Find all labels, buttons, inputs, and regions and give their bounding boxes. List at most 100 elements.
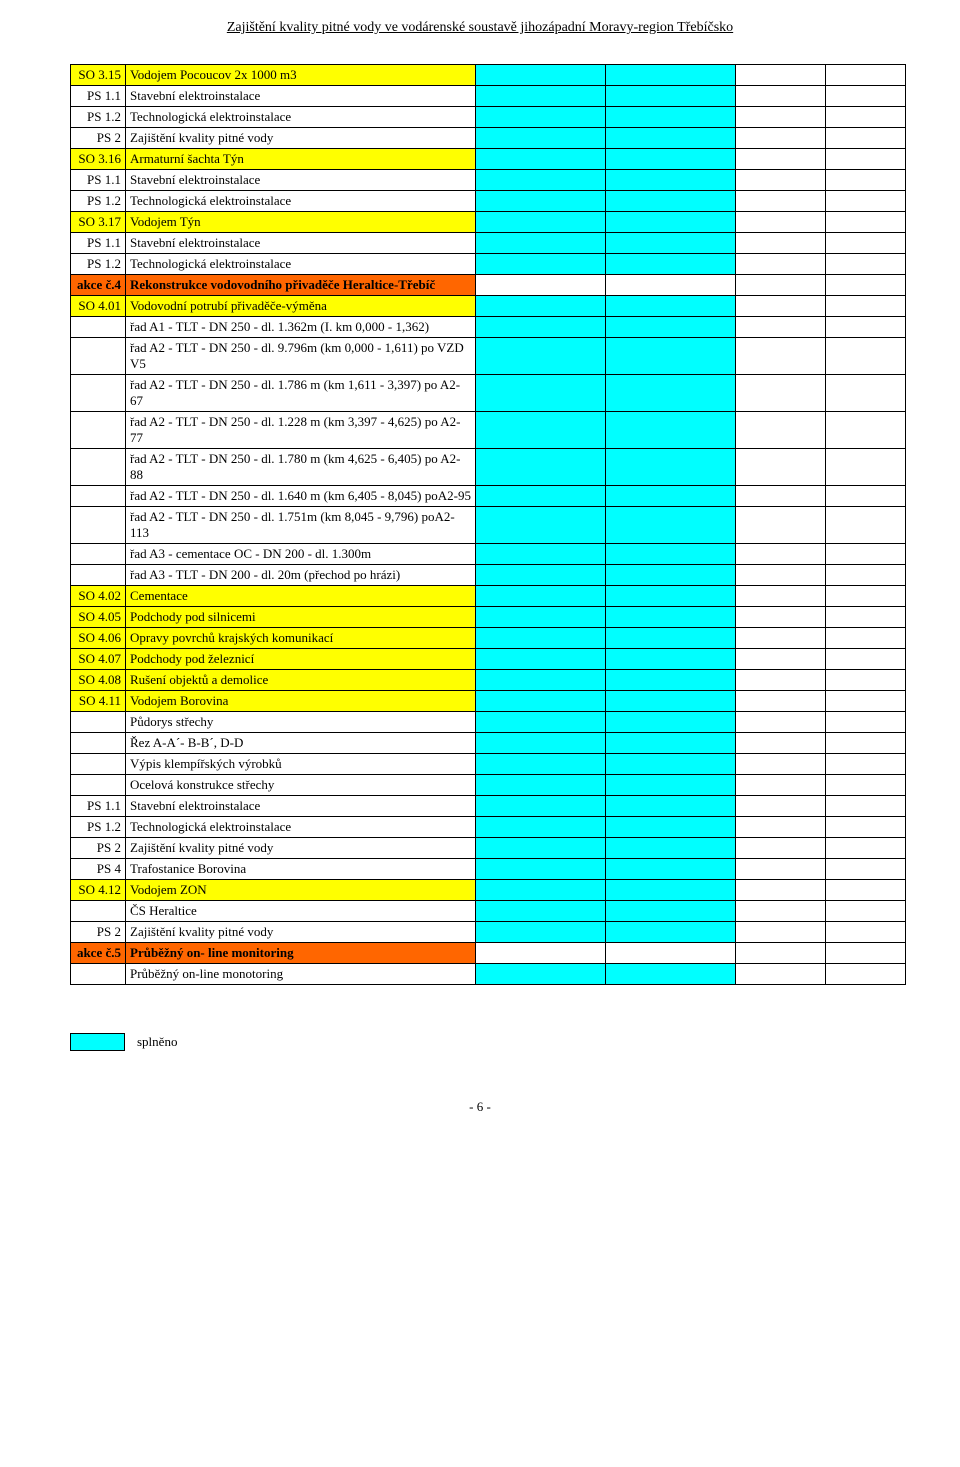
row-mark	[736, 817, 826, 838]
row-mark	[606, 607, 736, 628]
table-row: ČS Heraltice	[71, 901, 906, 922]
row-text: řad A3 - cementace OC - DN 200 - dl. 1.3…	[126, 544, 476, 565]
row-text: Zajištění kvality pitné vody	[126, 128, 476, 149]
row-mark	[476, 449, 606, 486]
row-mark	[606, 565, 736, 586]
row-mark	[476, 149, 606, 170]
row-text: Technologická elektroinstalace	[126, 191, 476, 212]
row-text: Vodojem Týn	[126, 212, 476, 233]
row-mark	[736, 296, 826, 317]
table-row: Půdorys střechy	[71, 712, 906, 733]
row-mark	[606, 691, 736, 712]
row-text: Cementace	[126, 586, 476, 607]
row-text: řad A2 - TLT - DN 250 - dl. 1.786 m (km …	[126, 375, 476, 412]
row-text: Technologická elektroinstalace	[126, 107, 476, 128]
row-mark	[736, 128, 826, 149]
row-mark	[826, 733, 906, 754]
row-text: řad A1 - TLT - DN 250 - dl. 1.362m (I. k…	[126, 317, 476, 338]
row-code: SO 4.01	[71, 296, 126, 317]
table-row: PS 4Trafostanice Borovina	[71, 859, 906, 880]
table-row: PS 1.2Technologická elektroinstalace	[71, 254, 906, 275]
row-mark	[476, 901, 606, 922]
row-mark	[736, 317, 826, 338]
row-mark	[476, 107, 606, 128]
row-text: ČS Heraltice	[126, 901, 476, 922]
table-row: PS 2Zajištění kvality pitné vody	[71, 838, 906, 859]
row-mark	[476, 922, 606, 943]
row-mark	[736, 170, 826, 191]
row-mark	[606, 296, 736, 317]
row-text: Trafostanice Borovina	[126, 859, 476, 880]
row-mark	[476, 565, 606, 586]
row-mark	[476, 943, 606, 964]
row-mark	[476, 607, 606, 628]
row-mark	[606, 796, 736, 817]
row-mark	[736, 922, 826, 943]
table-row: PS 1.2Technologická elektroinstalace	[71, 191, 906, 212]
row-code: SO 4.12	[71, 880, 126, 901]
row-mark	[736, 754, 826, 775]
content-table: SO 3.15Vodojem Pocoucov 2x 1000 m3 PS 1.…	[70, 64, 906, 985]
row-mark	[826, 691, 906, 712]
table-row: SO 4.12Vodojem ZON	[71, 880, 906, 901]
row-mark	[606, 544, 736, 565]
row-text: řad A2 - TLT - DN 250 - dl. 1.780 m (km …	[126, 449, 476, 486]
row-mark	[826, 170, 906, 191]
row-mark	[826, 486, 906, 507]
table-row: PS 1.2Technologická elektroinstalace	[71, 817, 906, 838]
row-code: PS 1.2	[71, 107, 126, 128]
row-code	[71, 317, 126, 338]
row-mark	[826, 649, 906, 670]
row-text: Zajištění kvality pitné vody	[126, 838, 476, 859]
row-mark	[476, 817, 606, 838]
row-mark	[606, 412, 736, 449]
row-mark	[826, 565, 906, 586]
row-mark	[826, 901, 906, 922]
row-mark	[606, 901, 736, 922]
row-mark	[736, 796, 826, 817]
row-mark	[606, 586, 736, 607]
row-mark	[736, 149, 826, 170]
row-mark	[476, 275, 606, 296]
row-code	[71, 733, 126, 754]
row-text: Vodojem Borovina	[126, 691, 476, 712]
row-code	[71, 544, 126, 565]
row-mark	[826, 628, 906, 649]
row-text: Stavební elektroinstalace	[126, 170, 476, 191]
table-row: PS 1.1Stavební elektroinstalace	[71, 233, 906, 254]
row-code	[71, 901, 126, 922]
row-mark	[736, 544, 826, 565]
row-mark	[826, 922, 906, 943]
legend-label: splněno	[137, 1034, 177, 1050]
row-mark	[736, 649, 826, 670]
row-mark	[606, 943, 736, 964]
row-text: Ocelová konstrukce střechy	[126, 775, 476, 796]
row-mark	[476, 507, 606, 544]
row-mark	[606, 128, 736, 149]
row-mark	[826, 375, 906, 412]
row-mark	[606, 254, 736, 275]
row-text: Stavební elektroinstalace	[126, 796, 476, 817]
row-code: SO 4.05	[71, 607, 126, 628]
row-text: Podchody pod železnicí	[126, 649, 476, 670]
row-mark	[606, 733, 736, 754]
row-mark	[476, 838, 606, 859]
table-row: řad A2 - TLT - DN 250 - dl. 1.751m (km 8…	[71, 507, 906, 544]
table-row: PS 1.1Stavební elektroinstalace	[71, 796, 906, 817]
row-code: PS 1.2	[71, 254, 126, 275]
row-mark	[476, 296, 606, 317]
row-mark	[476, 317, 606, 338]
row-mark	[606, 754, 736, 775]
row-mark	[736, 880, 826, 901]
row-mark	[826, 86, 906, 107]
row-mark	[826, 775, 906, 796]
row-code: PS 1.1	[71, 233, 126, 254]
row-mark	[826, 859, 906, 880]
row-mark	[826, 943, 906, 964]
row-mark	[606, 317, 736, 338]
table-row: Ocelová konstrukce střechy	[71, 775, 906, 796]
row-mark	[476, 649, 606, 670]
row-code	[71, 754, 126, 775]
row-mark	[826, 275, 906, 296]
row-mark	[826, 149, 906, 170]
